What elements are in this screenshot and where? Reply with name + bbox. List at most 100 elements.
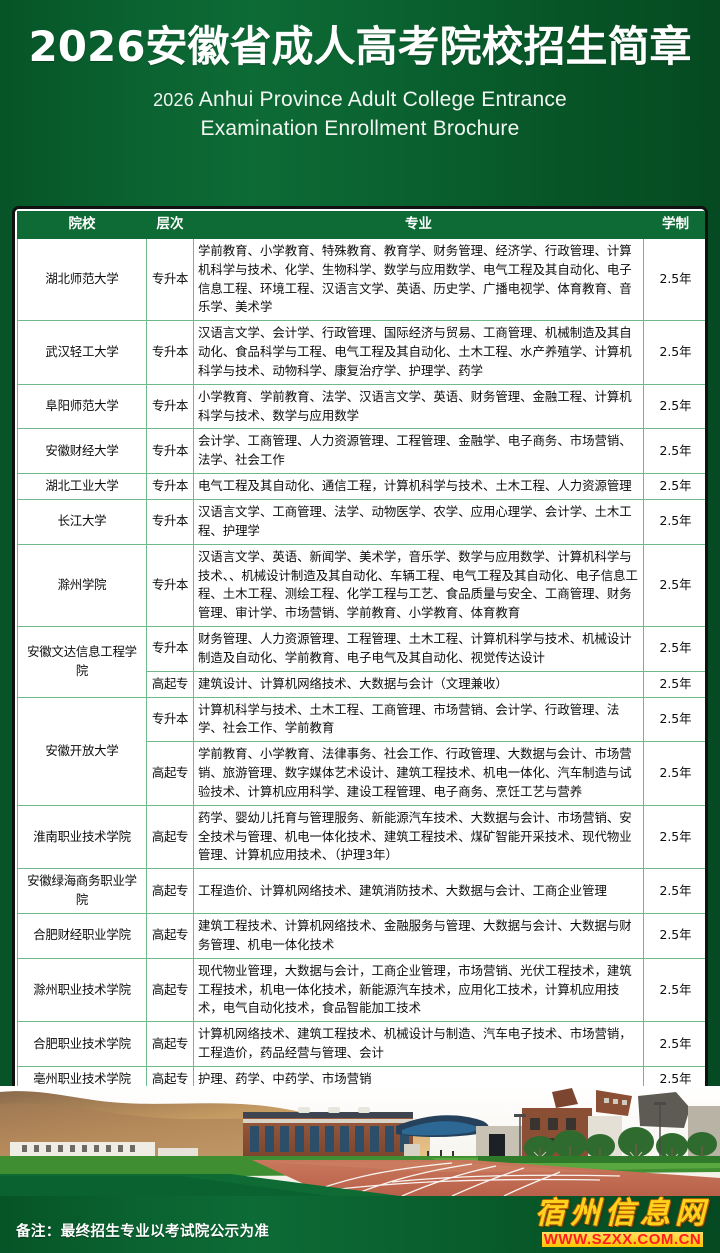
cell-level: 高起专: [146, 804, 194, 870]
cell-major: 药学、婴幼儿托育与管理服务、新能源汽车技术、大数据与会计、市场营销、安全技术与管…: [193, 804, 644, 870]
cell-major: 会计学、工商管理、人力资源管理、工程管理、金融学、电子商务、市场营销、法学、社会…: [193, 428, 644, 475]
cell-years: 2.5年: [643, 741, 705, 806]
cell-years: 2.5年: [643, 498, 705, 545]
cell-level: 高起专: [146, 957, 194, 1023]
column-header-school: 院校: [17, 211, 147, 239]
cell-years: 2.5年: [643, 383, 705, 430]
page-title-english-line2: Examination Enrollment Brochure: [200, 116, 520, 140]
cell-major: 计算机科学与技术、土木工程、工商管理、市场营销、会计学、行政管理、法学、社会工作…: [193, 696, 644, 743]
cell-level: 专升本: [146, 543, 194, 628]
cell-years: 2.5年: [643, 957, 705, 1023]
table-row: 合肥财经职业学院 高起专 建筑工程技术、计算机网络技术、金融服务与管理、大数据与会计…: [17, 913, 705, 959]
cell-school: 阜阳师范大学: [17, 383, 147, 430]
page-header: 2026安徽省成人高考院校招生简章 2026 Anhui Province Ad…: [0, 0, 720, 143]
cell-major: 学前教育、小学教育、特殊教育、教育学、财务管理、经济学、行政管理、计算机科学与技…: [193, 237, 644, 322]
cell-school: 滁州学院: [17, 543, 147, 628]
column-header-years: 学制: [643, 211, 705, 239]
watermark-site-url: WWW.SZXX.COM.CN: [541, 1231, 704, 1248]
cell-major: 汉语言文学、英语、新闻学、美术学，音乐学、数学与应用数学、计算机科学与技术、、机…: [193, 543, 644, 628]
table-head: 院校 层次 专业 学制: [17, 211, 705, 239]
table-row: 湖北师范大学 专升本 学前教育、小学教育、特殊教育、教育学、财务管理、经济学、行政管…: [17, 237, 705, 322]
cell-years: 2.5年: [643, 804, 705, 870]
cell-level: 专升本: [146, 320, 194, 385]
site-watermark: 宿州信息网 WWW.SZXX.COM.CN: [535, 1199, 710, 1247]
table-row: 安徽文达信息工程学院 专升本 财务管理、人力资源管理、工程管理、土木工程、计算机科学…: [17, 626, 705, 698]
page-title-english-line1: 2026 Anhui Province Adult College Entran…: [0, 86, 720, 115]
table-row: 安徽开放大学 专升本 计算机科学与技术、土木工程、工商管理、市场营销、会计学、行政管…: [17, 696, 705, 806]
table-header-row: 院校 层次 专业 学制: [17, 211, 705, 239]
cell-school: 安徽文达信息工程学院: [17, 626, 147, 698]
cell-major: 电气工程及其自动化、通信工程，计算机科学与技术、土木工程、人力资源管理: [193, 473, 644, 500]
cell-level: 专升本: [146, 498, 194, 545]
page-title-english: 2026 Anhui Province Adult College Entran…: [0, 86, 720, 144]
cell-major: 汉语言文学、工商管理、法学、动物医学、农学、应用心理学、会计学、土木工程、护理学: [193, 498, 644, 545]
cell-school: 安徽绿海商务职业学院: [17, 868, 147, 914]
cell-major: 学前教育、小学教育、法律事务、社会工作、行政管理、大数据与会计、市场营销、旅游管…: [193, 741, 644, 806]
enrollment-table: 院校 层次 专业 学制 湖北师范大学 专升本 学前教育、小学教育、特殊教育、教育学、…: [17, 211, 705, 1093]
cell-years: 2.5年: [643, 670, 705, 698]
cell-level: 高起专: [146, 913, 194, 959]
table-row: 合肥职业技术学院 高起专 计算机网络技术、建筑工程技术、机械设计与制造、汽车电子技术…: [17, 1021, 705, 1067]
cell-years: 2.5年: [643, 696, 705, 743]
cell-school: 武汉轻工大学: [17, 320, 147, 385]
cell-level: 高起专: [146, 868, 194, 914]
cell-level: 专升本: [146, 696, 194, 743]
table-row: 高起专 建筑设计、计算机网络技术、大数据与会计（文理兼收） 2.5年: [18, 670, 705, 698]
cell-major: 建筑工程技术、计算机网络技术、金融服务与管理、大数据与会计、大数据与财务管理、机…: [193, 913, 644, 959]
cell-years: 2.5年: [643, 473, 705, 500]
cell-major: 工程造价、计算机网络技术、建筑消防技术、大数据与会计、工商企业管理: [193, 868, 644, 914]
table-row: 长江大学 专升本 汉语言文学、工商管理、法学、动物医学、农学、应用心理学、会计学、土…: [17, 498, 705, 545]
table-row: 安徽财经大学 专升本 会计学、工商管理、人力资源管理、工程管理、金融学、电子商务、市…: [17, 428, 705, 475]
cell-level: 专升本: [146, 626, 194, 672]
cell-years: 2.5年: [643, 913, 705, 959]
cell-major: 现代物业管理，大数据与会计，工商企业管理，市场营销、光伏工程技术，建筑工程技术，…: [193, 957, 644, 1023]
cell-years: 2.5年: [643, 543, 705, 628]
cell-school: 湖北工业大学: [17, 473, 147, 500]
table-row: 淮南职业技术学院 高起专 药学、婴幼儿托育与管理服务、新能源汽车技术、大数据与会计、…: [17, 804, 705, 870]
table-row: 安徽绿海商务职业学院 高起专 工程造价、计算机网络技术、建筑消防技术、大数据与会计、…: [17, 868, 705, 914]
page-title-english-text1: Anhui Province Adult College Entrance: [193, 87, 567, 111]
page-title-chinese: 2026安徽省成人高考院校招生简章: [28, 22, 692, 71]
cell-school: 合肥职业技术学院: [17, 1021, 147, 1067]
cell-school: 长江大学: [17, 498, 147, 545]
cell-years: 2.5年: [643, 428, 705, 475]
cell-school: 安徽财经大学: [17, 428, 147, 475]
watermark-site-name: 宿州信息网: [535, 1196, 710, 1231]
cell-major: 财务管理、人力资源管理、工程管理、土木工程、计算机科学与技术、机械设计制造及自动…: [193, 626, 644, 672]
cell-level: 专升本: [146, 473, 194, 500]
footer-note: 备注：最终招生专业以考试院公示为准: [16, 1224, 270, 1240]
cell-level: 高起专: [146, 670, 194, 698]
table-row: 滁州职业技术学院 高起专 现代物业管理，大数据与会计，工商企业管理，市场营销、光伏工…: [17, 957, 705, 1023]
cell-level: 专升本: [146, 237, 194, 322]
cell-level: 专升本: [146, 428, 194, 475]
table-row: 湖北工业大学 专升本 电气工程及其自动化、通信工程，计算机科学与技术、土木工程、人力…: [17, 473, 705, 500]
cell-school: 合肥财经职业学院: [17, 913, 147, 959]
campus-photo-illustration: [0, 1086, 720, 1196]
page-title-english-year: 2026: [153, 89, 194, 110]
column-header-major: 专业: [193, 211, 644, 239]
campus-photo: [0, 1086, 720, 1196]
cell-years: 2.5年: [643, 320, 705, 385]
cell-level: 专升本: [146, 383, 194, 430]
table-body: 湖北师范大学 专升本 学前教育、小学教育、特殊教育、教育学、财务管理、经济学、行政管…: [17, 237, 705, 1093]
table-row: 滁州学院 专升本 汉语言文学、英语、新闻学、美术学，音乐学、数学与应用数学、计算机科…: [17, 543, 705, 628]
cell-school: 滁州职业技术学院: [17, 957, 147, 1023]
cell-school: 湖北师范大学: [17, 237, 147, 322]
cell-years: 2.5年: [643, 868, 705, 914]
cell-years: 2.5年: [643, 626, 705, 672]
cell-years: 2.5年: [643, 237, 705, 322]
cell-major: 汉语言文学、会计学、行政管理、国际经济与贸易、工商管理、机械制造及其自动化、食品…: [193, 320, 644, 385]
cell-school: 淮南职业技术学院: [17, 804, 147, 870]
cell-major: 计算机网络技术、建筑工程技术、机械设计与制造、汽车电子技术、市场营销，工程造价，…: [193, 1021, 644, 1067]
table-row: 武汉轻工大学 专升本 汉语言文学、会计学、行政管理、国际经济与贸易、工商管理、机械制…: [17, 320, 705, 385]
table-row: 阜阳师范大学 专升本 小学教育、学前教育、法学、汉语言文学、英语、财务管理、金融工程…: [17, 383, 705, 430]
cell-level: 高起专: [146, 1021, 194, 1067]
enrollment-table-container: 院校 层次 专业 学制 湖北师范大学 专升本 学前教育、小学教育、特殊教育、教育学、…: [12, 206, 708, 1098]
cell-major: 建筑设计、计算机网络技术、大数据与会计（文理兼收）: [193, 670, 644, 698]
cell-years: 2.5年: [643, 1021, 705, 1067]
cell-school: 安徽开放大学: [17, 696, 147, 806]
column-header-level: 层次: [146, 211, 194, 239]
cell-level: 高起专: [146, 741, 194, 806]
cell-major: 小学教育、学前教育、法学、汉语言文学、英语、财务管理、金融工程、计算机科学与技术…: [193, 383, 644, 430]
